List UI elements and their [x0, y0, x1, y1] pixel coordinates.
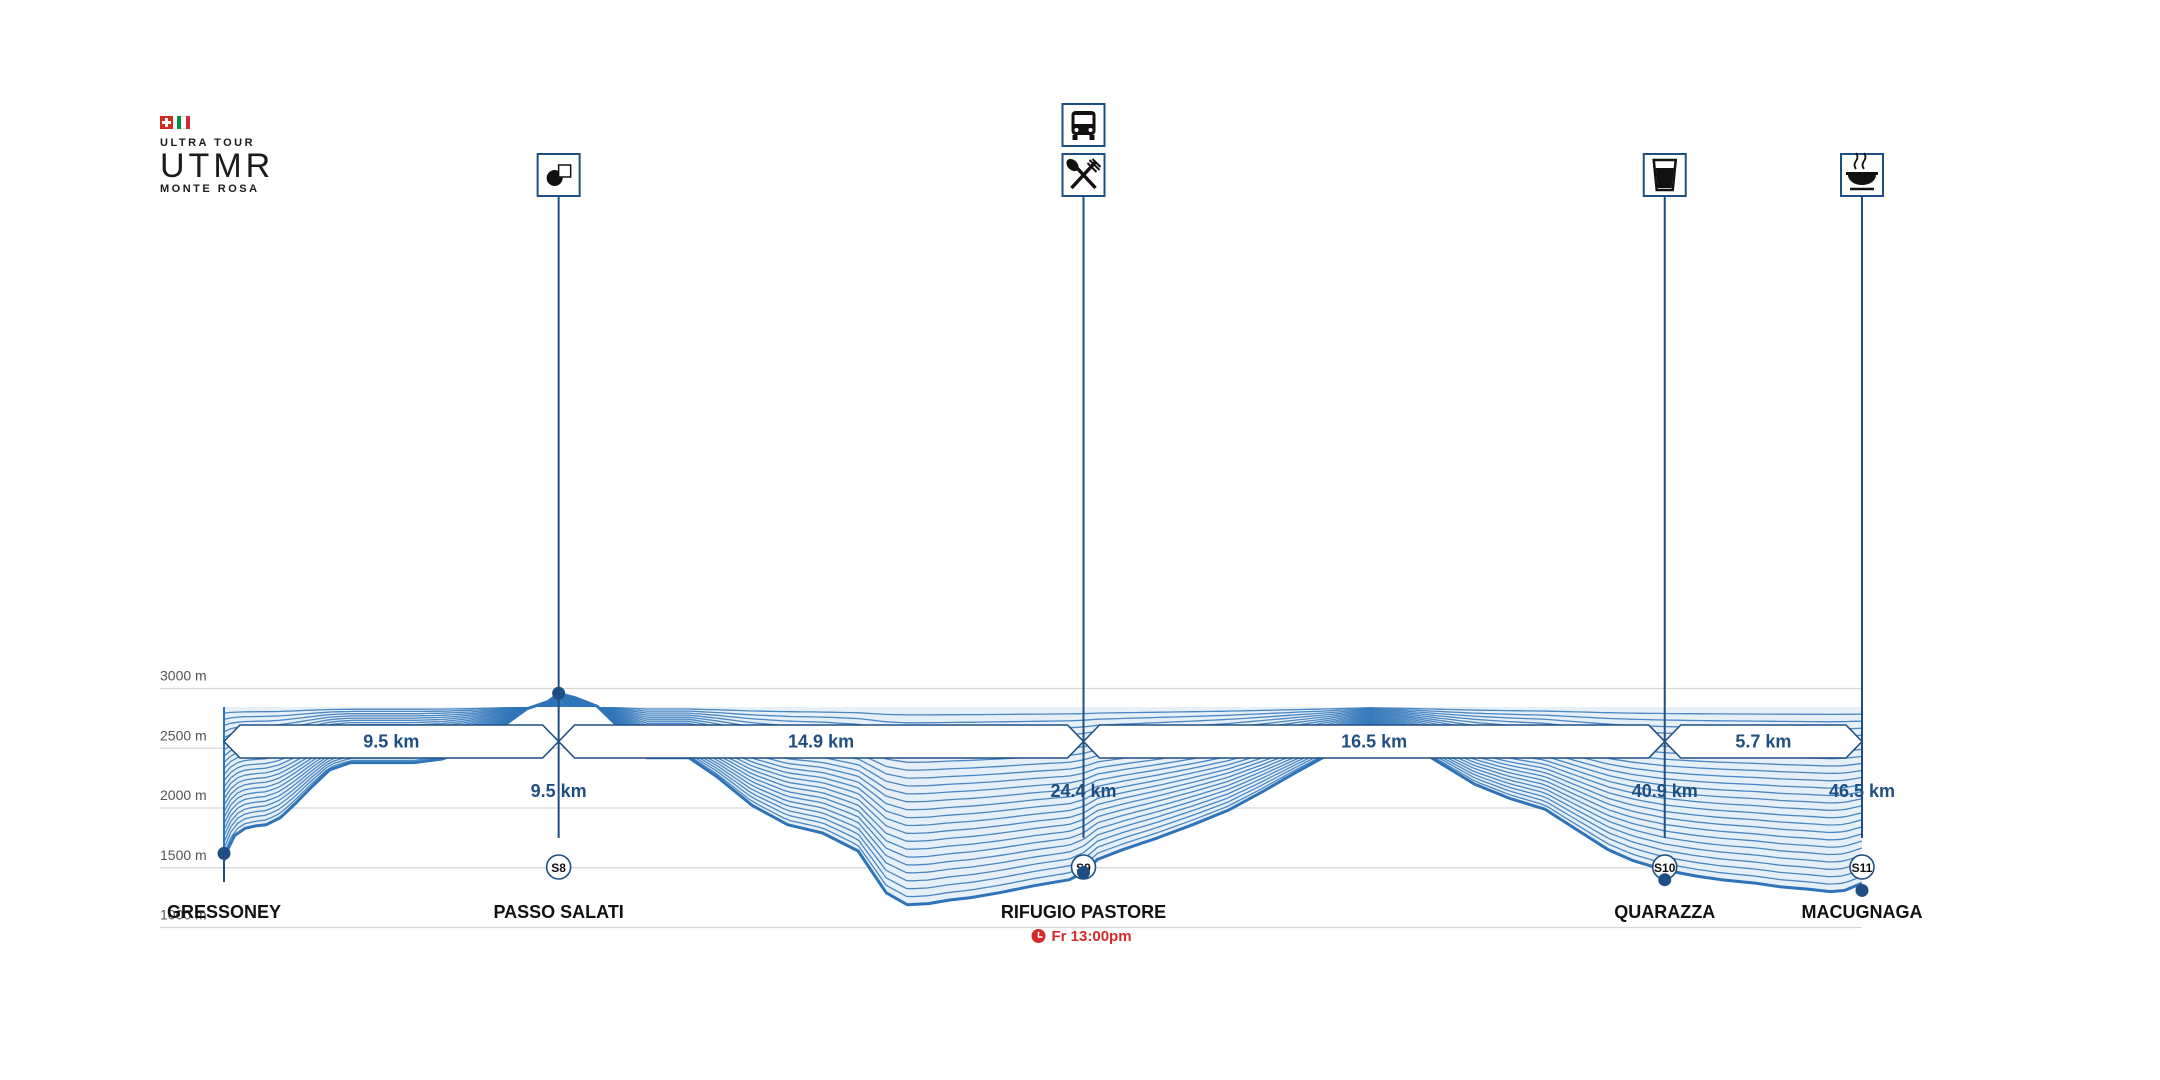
station-passo-salati: S8 9.5 km PASSO SALATI — [493, 153, 624, 922]
italian-flag-icon — [177, 116, 190, 129]
drink-icon — [1642, 153, 1687, 197]
station-code-badge — [1849, 854, 1875, 880]
station-code-badge — [545, 854, 572, 880]
restaurant-icon — [1061, 153, 1106, 197]
restaurant-icon-glyph — [1066, 158, 1102, 190]
station-km-label: 46.5 km — [1829, 781, 1895, 801]
bus-icon — [1061, 103, 1106, 147]
hot-meal-icon — [1840, 152, 1884, 197]
station-quarazza: S10 40.9 km QUARAZZA — [1614, 153, 1715, 922]
station-name: PASSO SALATI — [493, 902, 623, 922]
contour-line — [224, 698, 1862, 827]
biscuit-shape — [557, 164, 572, 178]
station-km-label: 9.5 km — [531, 781, 587, 801]
station-code: S10 — [1654, 861, 1676, 875]
station-point — [1658, 873, 1672, 887]
contour-line — [224, 697, 1862, 842]
station-name: MACUGNAGA — [1802, 902, 1923, 922]
snack-icon — [536, 153, 581, 197]
contour-line — [224, 705, 1862, 724]
bus-light — [1088, 128, 1093, 132]
contour-line — [224, 697, 1862, 835]
segments: 9.5 km 14.9 km 16.5 km 5.7 km — [222, 724, 1864, 759]
station-code: S11 — [1852, 861, 1873, 875]
station-macugnaga: S11 46.5 km MACUGNAGA — [1802, 152, 1923, 922]
contour-line — [224, 699, 1862, 811]
station-points — [217, 686, 1869, 897]
drink-icon-glyph — [1652, 158, 1678, 192]
profile-line — [222, 691, 1863, 907]
station-code: S8 — [551, 861, 566, 875]
bus-wheel — [1089, 135, 1095, 140]
contour-line — [224, 705, 1862, 716]
y-tick-label: 3000 m — [160, 668, 207, 684]
hot-meal-icon-glyph — [1846, 152, 1878, 191]
segment-label: 16.5 km — [1341, 732, 1407, 752]
snack-icon-glyph — [546, 164, 572, 186]
contour-line — [224, 700, 1862, 795]
station-point — [1855, 883, 1869, 897]
segment-label: 5.7 km — [1735, 732, 1791, 752]
logo-bottom-text: MONTE ROSA — [160, 183, 260, 195]
cutoff-time: Fr 13:00pm — [1052, 928, 1132, 945]
y-tick-label: 2000 m — [160, 787, 207, 803]
contour-line — [224, 700, 1862, 787]
profile-outline — [222, 691, 1863, 907]
station-km-label: 24.4 km — [1050, 781, 1116, 801]
swiss-flag-icon — [160, 116, 173, 129]
glass-liquid — [1655, 168, 1674, 188]
bus-icon-glyph — [1071, 111, 1096, 140]
station-name: QUARAZZA — [1614, 902, 1715, 922]
station-point — [1077, 866, 1091, 880]
spoon-bowl — [1066, 158, 1079, 172]
segment-label: 14.9 km — [788, 732, 854, 752]
steam — [1853, 152, 1867, 170]
contour-line — [224, 699, 1862, 803]
station-gressoney: GRESSONEY — [167, 860, 281, 922]
bowl — [1848, 175, 1876, 185]
bus-wheel — [1072, 135, 1078, 140]
station-name: RIFUGIO PASTORE — [1001, 902, 1166, 922]
clock-hands — [1037, 932, 1043, 938]
bus-light — [1074, 128, 1079, 132]
bus-window — [1074, 115, 1093, 124]
logo-top-text: ULTRA TOUR — [160, 137, 256, 149]
logo-main-text: UTMR — [160, 147, 275, 185]
utmr-logo: ULTRA TOUR UTMR MONTE ROSA — [160, 116, 274, 195]
segment-label: 9.5 km — [363, 732, 419, 752]
station-name: GRESSONEY — [167, 902, 281, 922]
contour-line — [224, 698, 1862, 819]
distance-segment — [1663, 724, 1864, 759]
station-km-label: 40.9 km — [1632, 781, 1698, 801]
contour-line — [224, 696, 1862, 850]
flags — [160, 116, 274, 129]
bowl-rim — [1846, 172, 1878, 175]
y-tick-label: 1500 m — [160, 847, 207, 863]
y-tick-label: 2500 m — [160, 727, 207, 743]
station-point — [552, 686, 566, 700]
station-point — [217, 846, 231, 860]
fork-tines — [1086, 158, 1102, 173]
y-tick-label: 1000 m — [160, 907, 207, 923]
